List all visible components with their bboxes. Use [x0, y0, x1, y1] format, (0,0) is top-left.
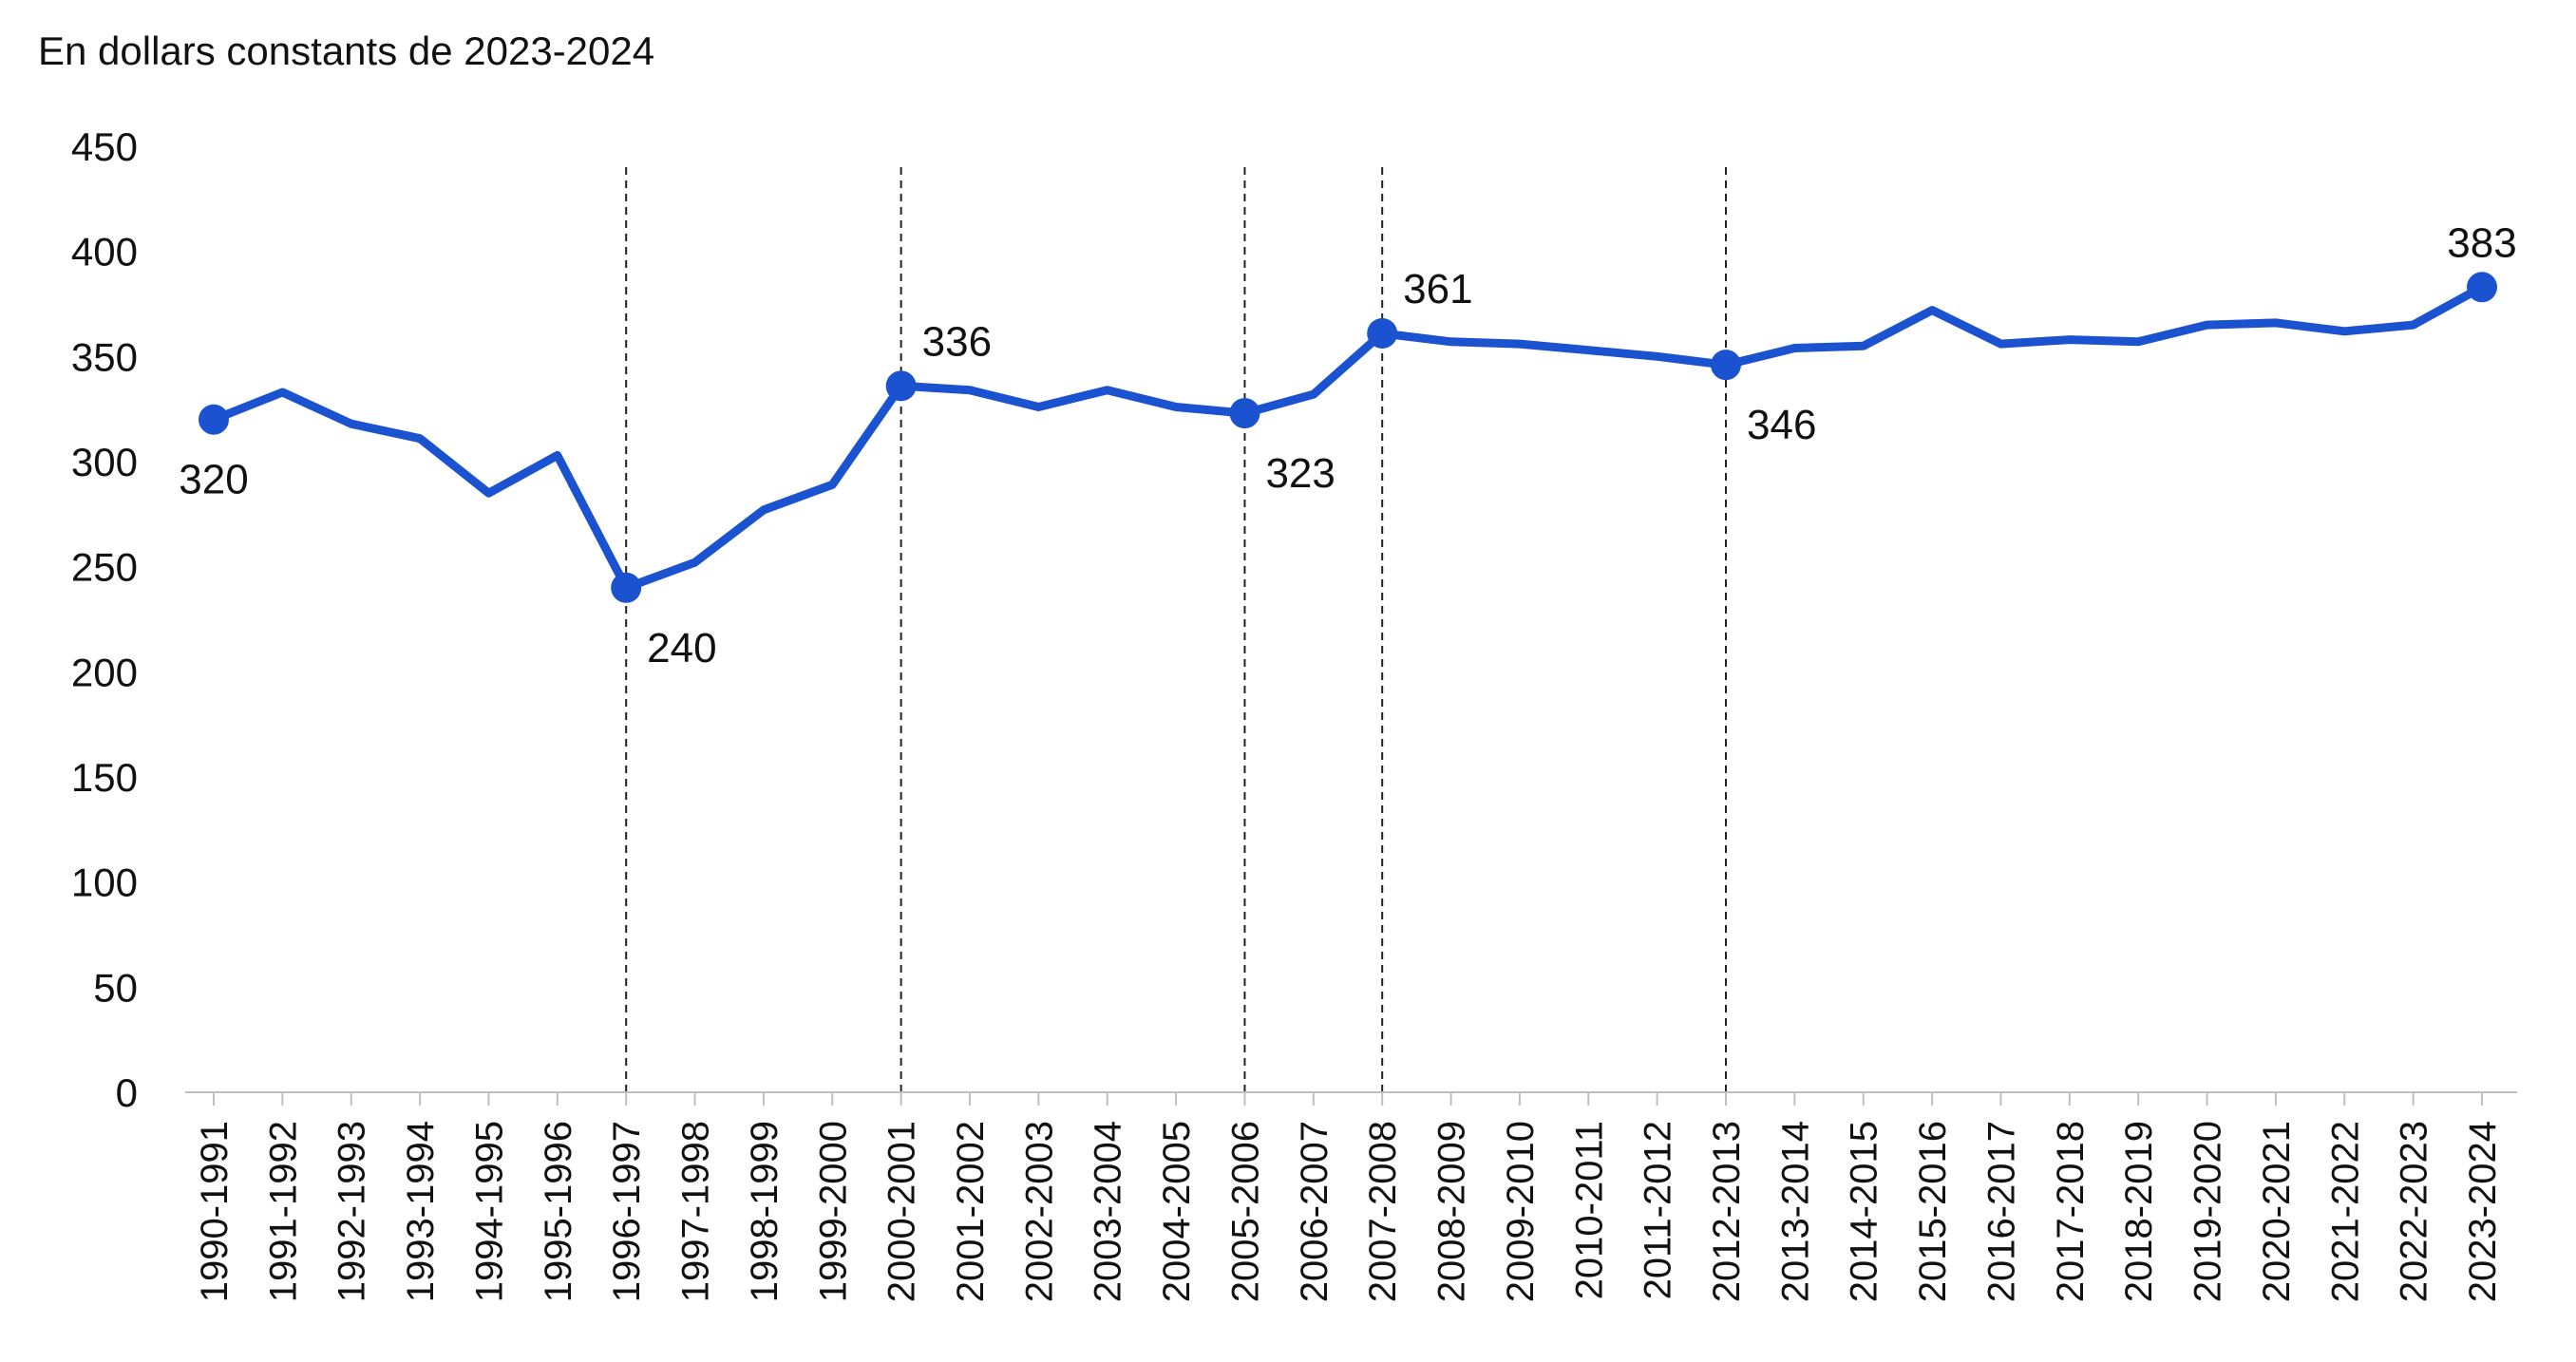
data-point-marker-2000-2001 [885, 370, 917, 402]
y-tick-label: 100 [71, 861, 138, 905]
x-tick-label: 2007-2008 [1362, 1121, 1404, 1302]
y-tick-label: 150 [71, 755, 138, 800]
x-tick-label: 2006-2007 [1294, 1121, 1335, 1302]
x-tick-label: 1995-1996 [538, 1121, 579, 1302]
data-point-marker-1996-1997 [611, 572, 642, 603]
x-tick-label: 2009-2010 [1500, 1121, 1542, 1302]
y-tick-label: 50 [93, 965, 138, 1010]
y-tick-label: 0 [116, 1070, 138, 1115]
y-tick-label: 250 [71, 545, 138, 590]
data-label-2005-2006: 323 [1265, 450, 1335, 497]
x-tick-label: 2003-2004 [1088, 1121, 1129, 1302]
data-label-2023-2024: 383 [2447, 219, 2516, 266]
x-tick-label: 1996-1997 [606, 1121, 648, 1302]
x-tick-label: 2014-2015 [1844, 1121, 1885, 1302]
data-point-marker-2007-2008 [1367, 317, 1398, 349]
data-point-marker-2023-2024 [2467, 272, 2497, 303]
x-tick-label: 2013-2014 [1774, 1121, 1816, 1302]
y-tick-label: 300 [71, 440, 138, 484]
x-tick-label: 2012-2013 [1706, 1121, 1748, 1302]
data-label-2000-2001: 336 [922, 318, 992, 365]
x-tick-label: 1998-1999 [744, 1121, 786, 1302]
y-tick-label: 450 [71, 124, 138, 169]
data-point-marker-1990-1991 [199, 404, 229, 435]
data-label-2007-2008: 361 [1403, 266, 1472, 312]
data-labels: 320 240 336 323 361 346 383 [179, 219, 2516, 672]
x-tick-label: 2017-2018 [2050, 1121, 2092, 1302]
reference-lines [625, 167, 1727, 1092]
x-tick-label: 1992-1993 [331, 1121, 373, 1302]
data-point-marker-2012-2013 [1711, 350, 1741, 381]
y-unit-label: En dollars constants de 2023-2024 [38, 28, 654, 73]
x-tick-label: 2002-2003 [1018, 1121, 1060, 1302]
x-tick-label: 1997-1998 [675, 1121, 717, 1302]
x-tick-label: 1990-1991 [194, 1121, 236, 1302]
data-label-2012-2013: 346 [1747, 402, 1816, 448]
x-axis: 1990-1991 1991-1992 1992-1993 1993-1994 1994… [185, 1091, 2517, 1302]
x-tick-label: 2011-2012 [1638, 1121, 1679, 1299]
x-tick-label: 1994-1995 [468, 1121, 510, 1302]
y-tick-label: 350 [71, 334, 138, 379]
x-tick-label: 2016-2017 [1980, 1121, 2022, 1302]
x-tick-label: 2015-2016 [1912, 1121, 1954, 1302]
x-tick-label: 2018-2019 [2118, 1121, 2160, 1302]
x-tick-label: 1999-2000 [812, 1121, 854, 1302]
x-tick-label: 2019-2020 [2188, 1121, 2229, 1302]
y-tick-label: 400 [71, 230, 138, 274]
x-tick-label: 2005-2006 [1224, 1121, 1266, 1302]
y-axis: 0 50 100 150 200 250 300 350 400 450 [71, 124, 138, 1115]
x-tick-label: 1991-1992 [262, 1121, 304, 1302]
x-tick-label: 1993-1994 [400, 1121, 442, 1302]
series-line [209, 282, 2487, 593]
x-tick-label: 2008-2009 [1431, 1121, 1473, 1302]
series-group [199, 272, 2497, 603]
x-tick-label: 2021-2022 [2324, 1121, 2366, 1302]
x-tick-label: 2023-2024 [2462, 1121, 2504, 1302]
x-tick-label: 2004-2005 [1156, 1121, 1198, 1302]
x-tick-label: 2010-2011 [1568, 1121, 1610, 1299]
x-tick-label: 2022-2023 [2394, 1121, 2435, 1302]
data-label-1996-1997: 240 [647, 625, 716, 672]
data-label-1990-1991: 320 [179, 457, 248, 503]
x-tick-label: 2020-2021 [2256, 1121, 2298, 1302]
data-point-marker-2005-2006 [1229, 398, 1260, 429]
x-tick-label: 2000-2001 [881, 1121, 923, 1302]
x-tick-label: 2001-2002 [950, 1121, 992, 1302]
y-tick-label: 200 [71, 650, 138, 694]
